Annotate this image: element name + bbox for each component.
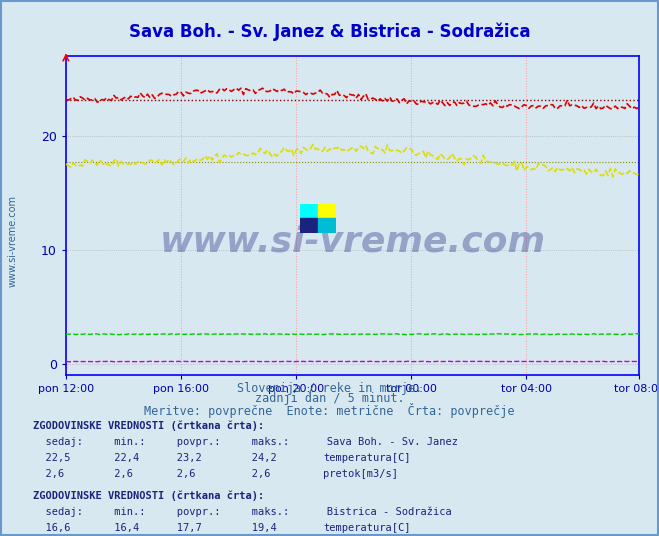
Bar <box>300 204 318 219</box>
Text: Meritve: povprečne  Enote: metrične  Črta: povprečje: Meritve: povprečne Enote: metrične Črta:… <box>144 403 515 418</box>
Text: pretok[m3/s]: pretok[m3/s] <box>323 469 398 479</box>
Text: www.si-vreme.com: www.si-vreme.com <box>8 195 18 287</box>
Text: sedaj:     min.:     povpr.:     maks.:      Sava Boh. - Sv. Janez: sedaj: min.: povpr.: maks.: Sava Boh. - … <box>33 437 458 447</box>
Text: zadnji dan / 5 minut.: zadnji dan / 5 minut. <box>254 392 405 405</box>
Text: sedaj:     min.:     povpr.:     maks.:      Bistrica - Sodražica: sedaj: min.: povpr.: maks.: Bistrica - S… <box>33 507 451 517</box>
Text: www.si-vreme.com: www.si-vreme.com <box>159 224 546 258</box>
Text: temperatura[C]: temperatura[C] <box>323 453 411 463</box>
Bar <box>300 219 318 233</box>
Bar <box>318 204 336 219</box>
Text: 2,6        2,6       2,6         2,6: 2,6 2,6 2,6 2,6 <box>33 469 295 479</box>
Text: temperatura[C]: temperatura[C] <box>323 523 411 533</box>
Text: Slovenija / reke in morje.: Slovenija / reke in morje. <box>237 382 422 394</box>
Text: 16,6       16,4      17,7        19,4: 16,6 16,4 17,7 19,4 <box>33 523 295 533</box>
Text: ZGODOVINSKE VREDNOSTI (črtkana črta):: ZGODOVINSKE VREDNOSTI (črtkana črta): <box>33 421 264 431</box>
Bar <box>318 219 336 233</box>
Text: Sava Boh. - Sv. Janez & Bistrica - Sodražica: Sava Boh. - Sv. Janez & Bistrica - Sodra… <box>129 23 530 41</box>
Text: 22,5       22,4      23,2        24,2: 22,5 22,4 23,2 24,2 <box>33 453 295 463</box>
Text: ZGODOVINSKE VREDNOSTI (črtkana črta):: ZGODOVINSKE VREDNOSTI (črtkana črta): <box>33 490 264 501</box>
